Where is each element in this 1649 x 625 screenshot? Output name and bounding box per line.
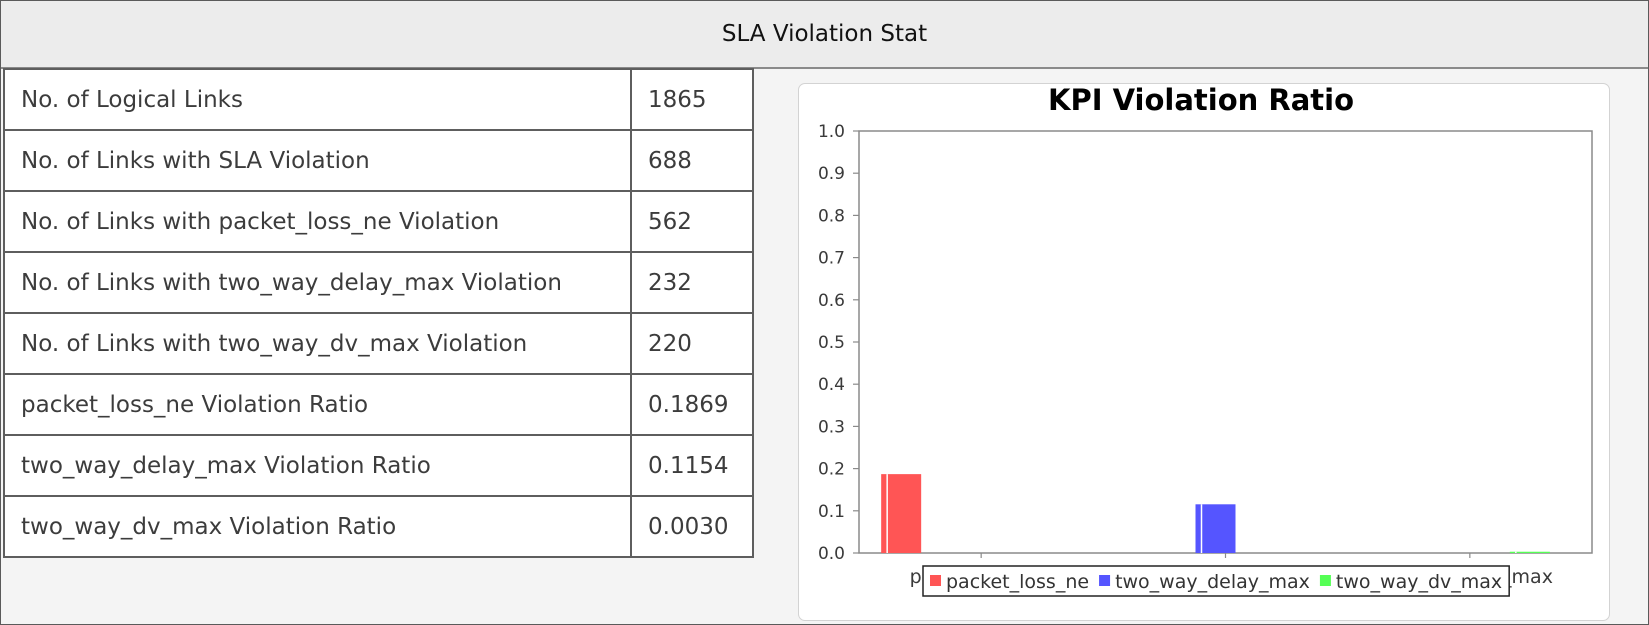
row-value: 688 <box>630 129 754 192</box>
y-tick-label: 0.2 <box>818 460 845 480</box>
table-row: No. of Logical Links 1865 <box>3 68 754 131</box>
row-label: two_way_delay_max Violation Ratio <box>3 434 632 497</box>
y-axis: 0.0 0.1 0.2 0.3 0.4 0.5 0.6 0.7 0.8 0.9 1.0 <box>818 122 859 564</box>
row-label: two_way_dv_max Violation Ratio <box>3 495 632 558</box>
row-value: 562 <box>630 190 754 253</box>
y-tick-label: 1.0 <box>818 122 845 142</box>
y-tick-label: 0.3 <box>818 417 845 437</box>
y-tick-label: 0.6 <box>818 291 845 311</box>
legend-box <box>922 565 1510 597</box>
row-value: 0.0030 <box>630 495 754 558</box>
y-tick-label: 0.1 <box>818 502 845 522</box>
kpi-violation-chart: KPI Violation Ratio 0.0 0.1 0.2 0.3 0.4 0.5 0.… <box>798 83 1610 621</box>
y-tick-label: 0.4 <box>818 375 845 395</box>
row-label: No. of Links with two_way_delay_max Viol… <box>3 251 632 314</box>
row-label: No. of Links with SLA Violation <box>3 129 632 192</box>
y-tick-label: 0.9 <box>818 164 845 184</box>
row-label: packet_loss_ne Violation Ratio <box>3 373 632 436</box>
table-row: two_way_dv_max Violation Ratio 0.0030 <box>3 495 754 558</box>
chart-canvas: KPI Violation Ratio 0.00.10.20.30.40.50.… <box>818 84 1593 597</box>
table-row: No. of Links with packet_loss_ne Violati… <box>3 190 754 253</box>
row-label: No. of Links with packet_loss_ne Violati… <box>3 190 632 253</box>
row-value: 220 <box>630 312 754 375</box>
row-label: No. of Logical Links <box>3 68 632 131</box>
y-tick-label: 0.7 <box>818 249 845 269</box>
legend: packet_loss_ne two_way_delay_max two_way_d… <box>922 565 1510 597</box>
row-value: 1865 <box>630 68 754 131</box>
table-row: two_way_delay_max Violation Ratio 0.1154 <box>3 434 754 497</box>
row-value: 232 <box>630 251 754 314</box>
y-tick-label: 0.5 <box>818 333 845 353</box>
bars <box>881 474 1550 553</box>
legend-swatch <box>1319 575 1331 586</box>
sla-stats-table: No. of Logical Links 1865 No. of Links w… <box>3 68 754 558</box>
legend-swatch <box>1099 575 1111 586</box>
legend-label: packet_loss_ne <box>946 571 1089 593</box>
bar-two_way_dv_max <box>1509 551 1550 553</box>
chart-title: KPI Violation Ratio <box>1048 84 1354 117</box>
row-value: 0.1869 <box>630 373 754 436</box>
y-tick-label: 0.0 <box>818 544 845 564</box>
table-row: packet_loss_ne Violation Ratio 0.1869 <box>3 373 754 436</box>
row-value: 0.1154 <box>630 434 754 497</box>
legend-label: two_way_delay_max <box>1115 571 1310 593</box>
table-row: No. of Links with two_way_delay_max Viol… <box>3 251 754 314</box>
plot-area <box>858 130 1593 554</box>
row-label: No. of Links with two_way_dv_max Violati… <box>3 312 632 375</box>
y-tick-label: 0.8 <box>818 206 845 226</box>
table-row: No. of Links with SLA Violation 688 <box>3 129 754 192</box>
panel-title: SLA Violation Stat <box>1 1 1648 69</box>
legend-label: two_way_dv_max <box>1336 571 1502 593</box>
legend-swatch <box>930 575 941 586</box>
table-row: No. of Links with two_way_dv_max Violati… <box>3 312 754 375</box>
